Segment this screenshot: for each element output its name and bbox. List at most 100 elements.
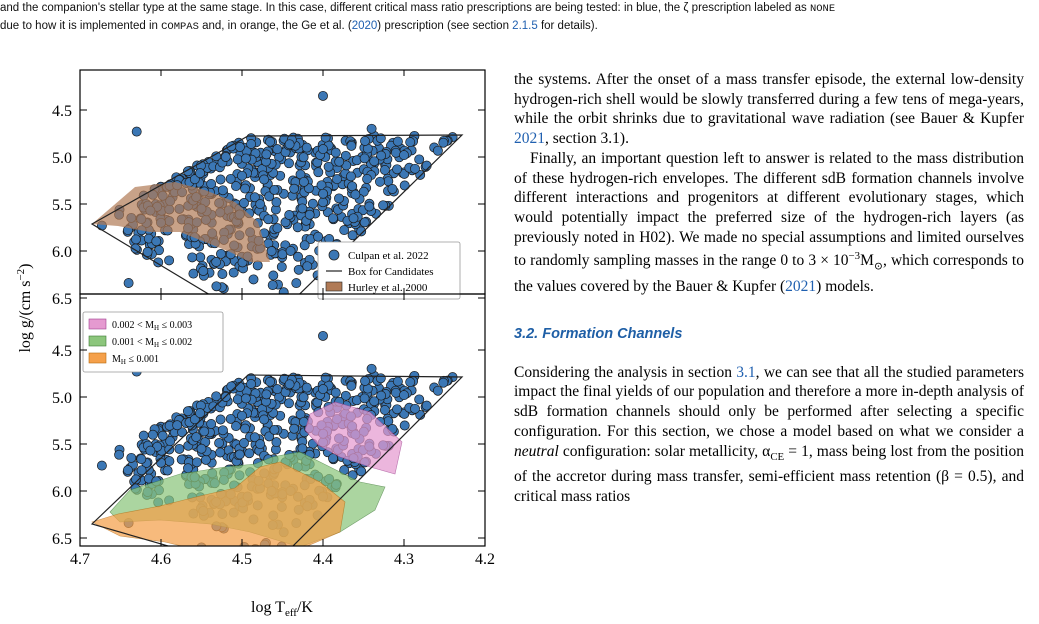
data-point-top xyxy=(245,308,254,317)
data-point-bottom xyxy=(136,454,147,465)
data-point-bottom xyxy=(320,372,331,383)
caption-text-2b: and, in orange, the Ge et al. ( xyxy=(198,20,352,32)
data-point-top xyxy=(414,154,425,165)
data-point-top xyxy=(261,298,270,307)
y-tick-label-top: 5.0 xyxy=(52,150,72,167)
x-tick-label: 4.7 xyxy=(70,551,90,568)
data-point-top xyxy=(320,132,331,143)
data-point-bottom xyxy=(265,376,276,387)
data-point-top xyxy=(293,264,304,275)
data-point-bottom xyxy=(421,400,432,411)
paragraph-3-ce-subscript: CE xyxy=(770,450,785,463)
data-point-bottom xyxy=(271,437,282,448)
data-point-top xyxy=(318,197,328,208)
bauer-kupfer-link-1[interactable]: 2021 xyxy=(514,130,545,148)
paragraph-2: Finally, an important question left to a… xyxy=(514,149,1024,297)
data-point-bottom xyxy=(244,448,255,459)
data-point-top xyxy=(285,246,296,256)
paragraph-1: the systems. After the onset of a mass t… xyxy=(514,70,1024,149)
data-point-top xyxy=(211,281,222,292)
data-point-top xyxy=(206,179,217,189)
data-point-top xyxy=(259,174,270,185)
data-point-bottom xyxy=(379,405,390,415)
data-point-bottom xyxy=(225,413,236,424)
data-point-top xyxy=(293,251,303,262)
data-point-top xyxy=(375,133,386,144)
data-point-top xyxy=(390,147,401,158)
data-point-top xyxy=(399,150,409,161)
data-point-bottom xyxy=(164,456,175,467)
caption-line-1: and the companion's stellar type at the … xyxy=(0,0,1039,18)
data-point-top xyxy=(239,198,249,208)
caption-citation-link[interactable]: 2020 xyxy=(351,20,378,32)
caption-section-link[interactable]: 2.1.5 xyxy=(512,20,538,32)
data-point-top xyxy=(272,144,283,155)
data-point-bottom xyxy=(126,452,137,463)
data-point-top xyxy=(334,156,345,167)
data-point-top xyxy=(438,137,449,148)
data-point-top xyxy=(271,197,282,208)
data-point-bottom xyxy=(191,457,202,468)
data-point-top xyxy=(348,213,359,224)
data-point-bottom xyxy=(260,555,269,564)
data-point-top xyxy=(318,188,329,199)
data-point-bottom xyxy=(269,424,280,435)
data-point-top xyxy=(249,192,260,203)
paragraph-3-tail: , we can see that all the studied parame… xyxy=(514,363,1025,440)
data-point-top xyxy=(261,149,272,160)
data-point-top xyxy=(376,150,387,161)
data-point-bottom xyxy=(272,384,283,395)
data-point-bottom xyxy=(214,438,225,448)
y-tick-label-top: 4.5 xyxy=(52,103,72,120)
data-point-top xyxy=(359,217,370,228)
y-tick-label-top: 5.5 xyxy=(52,197,72,214)
data-point-top xyxy=(292,222,303,233)
data-point-top xyxy=(378,200,389,211)
data-point-bottom xyxy=(215,414,226,425)
legend-pink-label: 0.002 < MH ≤ 0.003 xyxy=(112,320,192,332)
section-3-1-link[interactable]: 3.1 xyxy=(736,363,756,381)
paragraph-3-tail2: configuration: solar metallicity, α xyxy=(558,442,771,460)
data-point-bottom xyxy=(360,376,370,386)
data-point-bottom xyxy=(410,403,420,414)
data-point-top xyxy=(347,230,358,241)
data-point-bottom xyxy=(196,443,207,454)
paragraph-2-text: Finally, an important question left to a… xyxy=(514,149,1024,270)
data-point-top xyxy=(131,126,142,137)
data-point-top xyxy=(187,252,198,263)
data-point-top xyxy=(392,164,403,175)
data-point-bottom xyxy=(195,408,206,419)
data-point-top xyxy=(405,137,416,148)
paragraph-3-emphasis: neutral xyxy=(514,442,559,460)
data-point-bottom xyxy=(199,426,210,437)
paragraph-1-text: the systems. After the onset of a mass t… xyxy=(514,71,1024,128)
data-point-top xyxy=(237,170,247,181)
data-point-top xyxy=(323,161,334,172)
data-point-bottom xyxy=(215,447,226,458)
bottom-legend: 0.002 < MH ≤ 0.003 0.001 < MH ≤ 0.002 MH… xyxy=(82,311,224,373)
data-point-top xyxy=(369,156,380,167)
data-point-top xyxy=(269,184,280,195)
caption-none-label: NONE xyxy=(809,3,836,15)
data-point-top xyxy=(356,226,367,237)
bottom-panel-frame xyxy=(79,293,486,547)
data-point-bottom xyxy=(191,432,202,443)
data-point-bottom xyxy=(246,379,257,389)
data-point-bottom xyxy=(96,460,107,471)
caption-text-2a: due to how it is implemented in xyxy=(0,20,162,32)
data-point-top xyxy=(318,144,328,155)
data-point-top xyxy=(289,183,300,194)
data-point-bottom xyxy=(162,465,173,476)
paragraph-1-tail: , section 3.1). xyxy=(545,130,629,148)
data-point-bottom xyxy=(114,449,125,460)
data-point-top xyxy=(346,171,356,182)
bauer-kupfer-link-2[interactable]: 2021 xyxy=(785,278,817,296)
x-tick-label: 4.6 xyxy=(151,551,171,568)
data-point-top xyxy=(350,189,361,200)
x-tick-label: 4.2 xyxy=(475,551,495,568)
legend-culpan-marker xyxy=(328,249,340,261)
data-point-top xyxy=(252,260,263,271)
caption-text-2c: ) prescription (see section xyxy=(377,20,513,32)
data-point-bottom xyxy=(217,425,228,436)
figure-caption: and the companion's stellar type at the … xyxy=(0,0,1039,36)
